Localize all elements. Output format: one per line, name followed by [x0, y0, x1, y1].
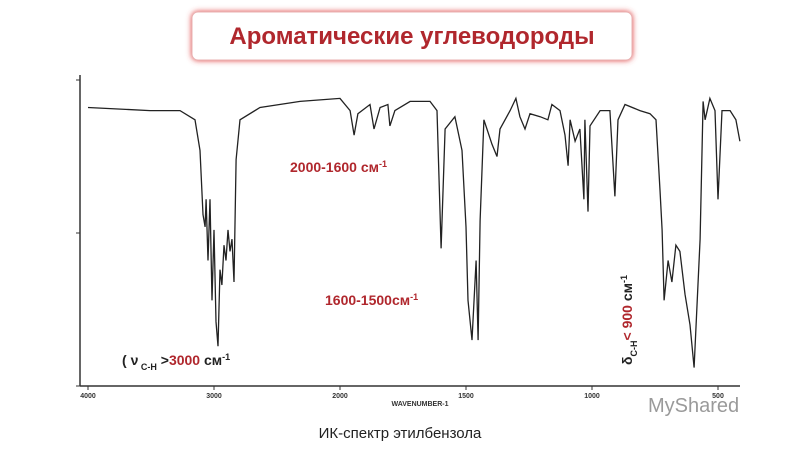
- annotation-part: δ: [619, 357, 635, 366]
- x-tick-label: 3000: [206, 393, 222, 400]
- title-box: [191, 11, 633, 61]
- annotation: 2000-1600 см-1: [290, 159, 387, 175]
- x-tick-label: 4000: [80, 393, 96, 400]
- annotation-part: -1: [379, 159, 387, 169]
- annotation-part: 1600-1500см: [325, 292, 410, 308]
- annotation-part: 2000-1600 см: [290, 159, 379, 175]
- annotation-part: 3000: [169, 352, 200, 368]
- annotation-part: < 900: [619, 305, 635, 341]
- annotation-part: >: [157, 352, 169, 368]
- annotation-part: см: [200, 352, 222, 368]
- annotation-part: -1: [222, 352, 230, 362]
- caption: ИК-спектр этилбензола: [319, 425, 482, 442]
- annotation-part: см: [619, 283, 635, 305]
- annotation-part: C-H: [629, 341, 639, 357]
- annotation: 1600-1500см-1: [325, 292, 418, 308]
- x-tick-label: 2000: [332, 393, 348, 400]
- annotation-part: (: [122, 352, 131, 368]
- annotation-part: -1: [410, 292, 418, 302]
- watermark: MyShared: [648, 395, 739, 417]
- annotation: ( ν C-H >3000 см-1: [122, 352, 230, 372]
- annotation-part: ν: [131, 352, 139, 368]
- annotation-part: -1: [619, 275, 629, 283]
- chart-title: Ароматические углеводороды: [229, 23, 594, 50]
- x-tick-label: 500: [712, 393, 724, 400]
- x-axis-label: WAVENUMBER-1: [391, 401, 448, 408]
- x-tick-label: 1500: [458, 393, 474, 400]
- annotation-part: C-H: [138, 362, 157, 372]
- annotation: δC-H< 900 см-1: [619, 275, 639, 365]
- spectrum-line: [87, 96, 741, 368]
- x-tick-label: 1000: [584, 393, 600, 400]
